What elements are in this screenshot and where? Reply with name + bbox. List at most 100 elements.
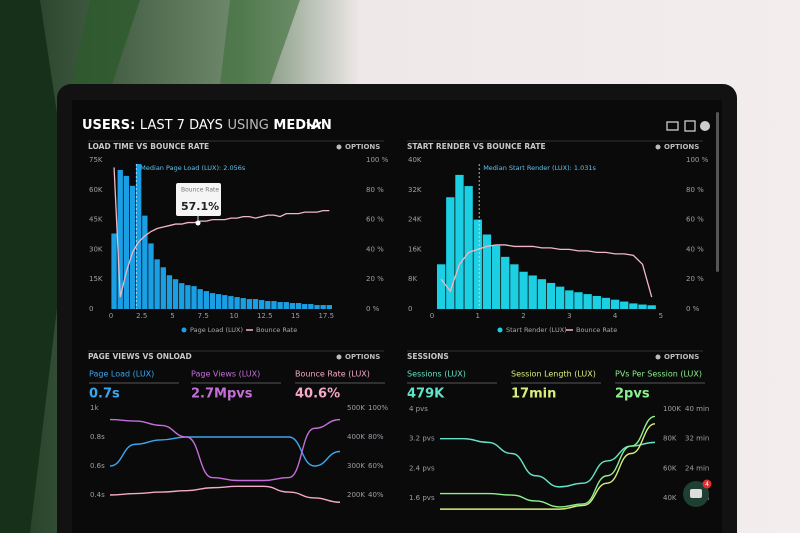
options-icon[interactable]	[655, 354, 661, 360]
x-tick-label: 0	[109, 312, 113, 320]
options-button[interactable]: OPTIONS	[664, 143, 699, 151]
title-users: USERS:	[82, 118, 135, 133]
metric-value: 479K	[407, 387, 445, 402]
dropdown-arrow[interactable]	[306, 121, 322, 130]
x-tick-label: 7.5	[198, 312, 209, 320]
bar	[228, 296, 234, 309]
bar	[491, 245, 501, 309]
bar	[252, 299, 259, 309]
series-line	[440, 437, 656, 488]
metric-value: 17min	[511, 387, 556, 402]
bar	[277, 302, 283, 309]
metric-label: Session Length (LUX)	[511, 370, 596, 379]
title-mode[interactable]: MEDIAN	[273, 118, 331, 133]
x-tick-label: 4	[613, 312, 618, 320]
y-tick-label: 16K	[408, 245, 422, 253]
bar	[215, 294, 222, 309]
title-using: USING	[227, 118, 268, 133]
metric-label: Page Views (LUX)	[191, 370, 260, 379]
metric-value: 0.7s	[89, 387, 120, 402]
x-tick-label: 3	[567, 312, 571, 320]
bar	[314, 305, 320, 309]
series-line	[109, 418, 341, 482]
y-tick-label: 0	[408, 305, 412, 313]
bar	[519, 271, 528, 309]
bar	[592, 295, 601, 309]
x-tick-label: 12.5	[257, 312, 273, 320]
y2-tick-label: 300K	[347, 462, 365, 470]
bar	[154, 259, 160, 309]
options-button[interactable]: OPTIONS	[345, 353, 380, 361]
options-button[interactable]: OPTIONS	[664, 353, 699, 361]
tooltip-point	[195, 220, 201, 226]
legend-marker	[497, 327, 503, 333]
bar	[142, 215, 148, 309]
y-tick-label: 30K	[89, 245, 103, 253]
y-tick-label: 40K	[408, 156, 422, 164]
bar	[203, 291, 209, 309]
bar	[455, 174, 464, 309]
bar	[259, 300, 265, 309]
tooltip-title: Bounce Rate	[181, 187, 219, 194]
y2-tick-label: 0 %	[686, 305, 700, 313]
bar	[117, 169, 123, 309]
bar	[148, 243, 154, 309]
bar	[246, 299, 253, 309]
y-tick-label: 8K	[408, 275, 417, 283]
image-icon[interactable]	[684, 120, 696, 132]
bar	[546, 282, 556, 309]
options-icon[interactable]	[336, 354, 342, 360]
screen	[72, 100, 722, 533]
bar	[473, 219, 482, 309]
y-tick-label: 0.4s	[90, 491, 105, 499]
bar	[464, 186, 473, 309]
legend-label: Page Load (LUX)	[190, 326, 243, 334]
bar	[111, 233, 117, 309]
x-tick-label: 5	[170, 312, 174, 320]
bar	[172, 279, 179, 309]
y2-tick-label: 80 %	[686, 186, 704, 194]
bar	[574, 292, 583, 309]
x-tick-label: 2	[521, 312, 525, 320]
median-label: Median Start Render (LUX): 1.031s	[483, 164, 596, 172]
help-icon[interactable]	[700, 121, 710, 131]
tooltip	[176, 183, 221, 216]
bar	[271, 301, 277, 309]
monitor-icon[interactable]	[666, 121, 679, 131]
y2-tick-label: 400K	[347, 433, 365, 441]
options-icon[interactable]	[655, 144, 661, 150]
plant-leaf	[70, 0, 140, 90]
y-tick-label: 4 pvs	[409, 405, 428, 413]
y2-tick-label: 60 %	[686, 216, 704, 224]
y3-tick-label: 40%	[368, 491, 384, 499]
bar	[197, 289, 203, 309]
y-tick-label: 1.6 pvs	[409, 494, 435, 502]
y-tick-label: 15K	[89, 275, 103, 283]
y3-tick-label: 100%	[368, 404, 388, 412]
bar	[136, 163, 142, 309]
chat-icon	[690, 489, 702, 498]
options-icon[interactable]	[336, 144, 342, 150]
y2-tick-label: 80K	[663, 435, 677, 443]
bounce-rate-line	[440, 244, 653, 298]
metric-label: Sessions (LUX)	[407, 370, 466, 379]
tooltip-value: 57.1%	[181, 200, 219, 213]
y2-tick-label: 40K	[663, 494, 677, 502]
y-tick-label: 0.6s	[90, 462, 105, 470]
options-button[interactable]: OPTIONS	[345, 143, 380, 151]
panel-title: LOAD TIME VS BOUNCE RATE	[88, 142, 209, 151]
panel-title: PAGE VIEWS VS ONLOAD	[88, 352, 192, 361]
bar	[555, 286, 565, 309]
plant-leaf	[220, 0, 300, 85]
y2-tick-label: 80 %	[366, 186, 384, 194]
bar	[166, 275, 173, 309]
y2-tick-label: 500K	[347, 404, 365, 412]
y-tick-label: 75K	[89, 156, 103, 164]
bar	[565, 290, 574, 309]
y2-tick-label: 60K	[663, 464, 677, 472]
y3-tick-label: 60%	[368, 462, 384, 470]
metric-value: 2.7Mpvs	[191, 387, 253, 402]
metric-value: 2pvs	[615, 387, 650, 402]
bar	[610, 299, 620, 309]
